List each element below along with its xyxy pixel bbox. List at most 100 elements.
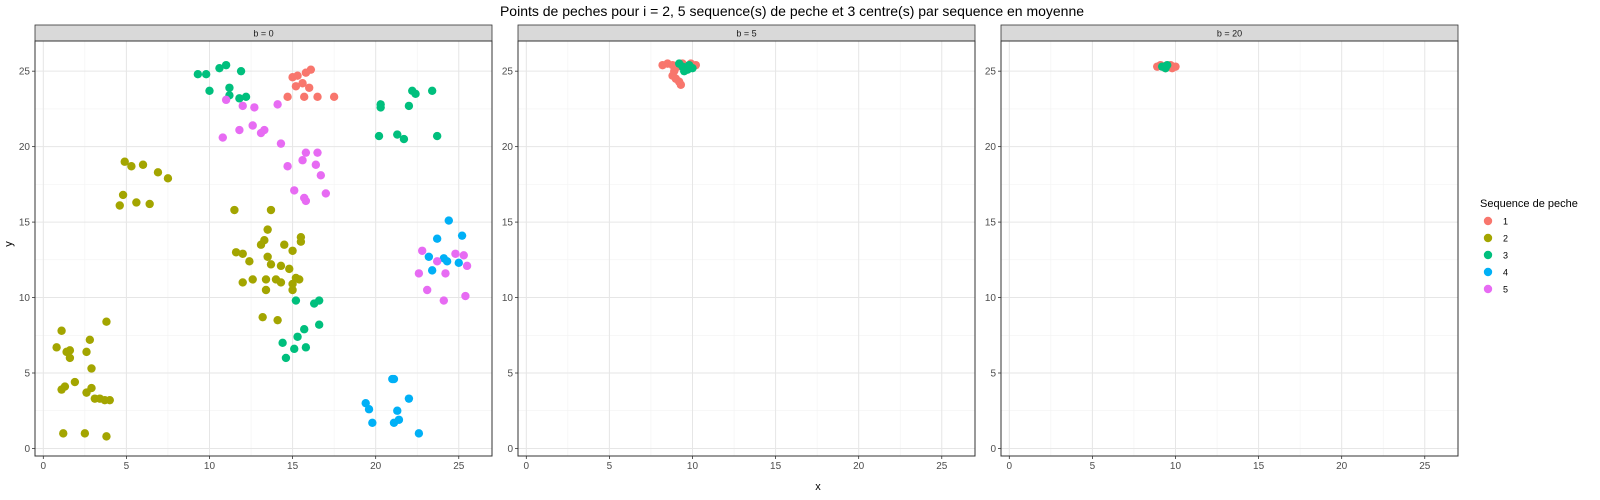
data-point-seq-5 bbox=[283, 162, 292, 171]
data-point-seq-2 bbox=[260, 236, 269, 245]
y-tick-label: 10 bbox=[985, 293, 997, 304]
y-tick-label: 15 bbox=[502, 218, 514, 229]
data-point-seq-3 bbox=[281, 353, 291, 363]
data-point-seq-5 bbox=[441, 269, 450, 278]
data-point-seq-4 bbox=[442, 257, 452, 266]
data-point-seq-1 bbox=[329, 92, 339, 102]
data-point-seq-3 bbox=[404, 101, 414, 111]
legend-label-4: 4 bbox=[1503, 268, 1508, 278]
data-point-seq-4 bbox=[424, 252, 434, 261]
legend-label-1: 1 bbox=[1503, 217, 1508, 227]
y-tick-label: 5 bbox=[990, 369, 996, 380]
data-point-seq-2 bbox=[132, 198, 141, 207]
data-point-seq-2 bbox=[248, 275, 257, 284]
x-tick-label: 25 bbox=[453, 461, 465, 472]
data-point-seq-2 bbox=[276, 278, 286, 287]
data-point-seq-2 bbox=[261, 285, 271, 295]
data-point-seq-1 bbox=[291, 82, 301, 91]
data-point-seq-2 bbox=[57, 385, 66, 394]
data-point-seq-1 bbox=[313, 92, 322, 102]
x-tick-label: 10 bbox=[687, 461, 699, 472]
x-tick-label: 20 bbox=[370, 461, 382, 472]
data-point-seq-2 bbox=[82, 347, 91, 357]
data-point-seq-2 bbox=[263, 225, 272, 234]
legend: Sequence de peche 1 2 3 4 5 bbox=[1480, 198, 1578, 297]
chart-panels: b = 0 0 5 10 15 20 25 0 5 10 15 20 25 b = 5 0 5 10 15 20 25… bbox=[19, 24, 1459, 472]
data-point-seq-4 bbox=[388, 374, 397, 384]
panel-border bbox=[517, 40, 976, 457]
data-point-seq-1 bbox=[300, 92, 309, 102]
data-point-seq-2 bbox=[285, 264, 294, 274]
data-point-seq-3 bbox=[290, 344, 299, 354]
data-point-seq-3 bbox=[278, 338, 287, 348]
data-point-seq-1 bbox=[283, 92, 292, 102]
data-point-seq-3 bbox=[374, 131, 384, 141]
data-point-seq-2 bbox=[261, 275, 271, 284]
data-point-seq-2 bbox=[87, 364, 96, 373]
data-point-seq-5 bbox=[418, 246, 427, 255]
legend-swatch-4 bbox=[1483, 267, 1493, 277]
panel-strip-label: b = 0 bbox=[253, 29, 273, 39]
data-point-seq-5 bbox=[311, 160, 321, 169]
y-tick-label: 20 bbox=[502, 142, 514, 153]
data-point-seq-2 bbox=[163, 174, 173, 183]
data-point-seq-5 bbox=[248, 121, 257, 130]
data-point-seq-2 bbox=[57, 326, 66, 335]
data-point-seq-5 bbox=[256, 128, 266, 138]
data-point-seq-4 bbox=[394, 415, 404, 424]
data-point-seq-3 bbox=[393, 130, 402, 139]
x-axis-title: x bbox=[815, 481, 821, 493]
y-tick-label: 5 bbox=[507, 369, 513, 380]
y-tick-label: 15 bbox=[985, 218, 997, 229]
data-point-seq-5 bbox=[301, 148, 311, 157]
data-point-seq-2 bbox=[238, 278, 247, 287]
data-point-seq-3 bbox=[291, 296, 301, 305]
data-point-seq-3 bbox=[432, 131, 442, 141]
data-point-seq-5 bbox=[313, 148, 322, 157]
x-tick-label: 20 bbox=[853, 461, 865, 472]
legend-label-5: 5 bbox=[1503, 285, 1508, 295]
y-tick-label: 0 bbox=[24, 444, 30, 455]
x-tick-label: 15 bbox=[770, 461, 782, 472]
data-point-seq-5 bbox=[290, 186, 299, 195]
data-point-seq-2 bbox=[295, 275, 304, 284]
data-point-seq-5 bbox=[221, 95, 231, 105]
data-point-seq-3 bbox=[301, 343, 311, 352]
data-point-seq-2 bbox=[153, 168, 163, 177]
data-point-seq-2 bbox=[65, 353, 75, 363]
data-point-seq-2 bbox=[266, 205, 276, 215]
data-point-seq-2 bbox=[59, 429, 68, 438]
data-point-seq-2 bbox=[118, 190, 128, 200]
legend-title: Sequence de peche bbox=[1480, 198, 1578, 210]
data-point-seq-4 bbox=[457, 231, 467, 240]
data-point-seq-1 bbox=[305, 83, 314, 92]
data-point-seq-3 bbox=[293, 332, 302, 341]
data-point-seq-5 bbox=[300, 193, 309, 203]
x-tick-label: 5 bbox=[607, 461, 613, 472]
y-tick-label: 25 bbox=[19, 67, 31, 78]
data-point-seq-2 bbox=[245, 257, 254, 266]
x-tick-label: 10 bbox=[1170, 461, 1182, 472]
y-tick-label: 15 bbox=[19, 218, 31, 229]
x-tick-label: 15 bbox=[287, 461, 299, 472]
legend-swatch-1 bbox=[1483, 216, 1493, 226]
data-point-seq-5 bbox=[414, 269, 424, 278]
data-point-seq-5 bbox=[238, 101, 247, 111]
data-point-seq-3 bbox=[399, 134, 409, 144]
panel-background bbox=[1001, 41, 1458, 456]
data-point-seq-3 bbox=[241, 92, 251, 102]
data-point-seq-3 bbox=[221, 60, 231, 70]
x-tick-label: 5 bbox=[1090, 461, 1096, 472]
chart-title: Points de peches pour i = 2, 5 sequence(… bbox=[500, 3, 1084, 19]
data-point-seq-1 bbox=[293, 71, 302, 80]
data-point-seq-5 bbox=[298, 156, 307, 165]
panel-1: b = 0 0 5 10 15 20 25 0 5 10 15 20 25 bbox=[19, 24, 493, 472]
data-point-seq-3 bbox=[679, 66, 689, 76]
data-point-seq-3 bbox=[376, 100, 385, 109]
data-point-seq-2 bbox=[115, 201, 124, 210]
data-point-seq-5 bbox=[451, 249, 460, 258]
data-point-seq-2 bbox=[102, 432, 111, 441]
legend-swatch-2 bbox=[1483, 233, 1493, 243]
data-point-seq-2 bbox=[276, 261, 286, 271]
